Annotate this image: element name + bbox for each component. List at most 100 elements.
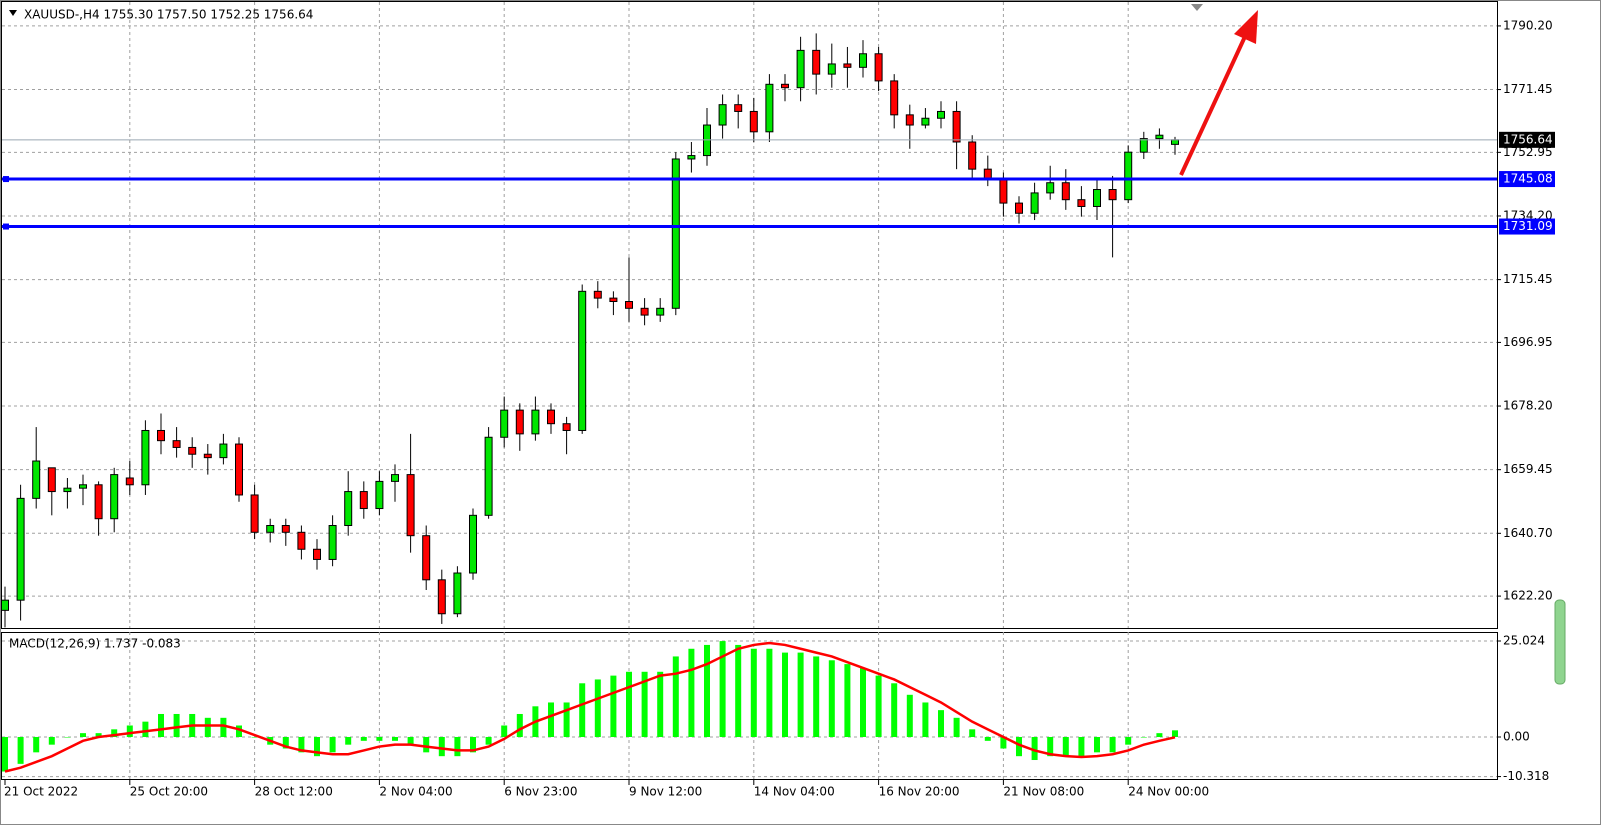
candle-body	[765, 83, 774, 133]
scroll-handle[interactable]	[1554, 599, 1566, 685]
macd-panel	[1, 632, 1498, 780]
macd-bar	[641, 671, 648, 737]
macd-bar	[1172, 730, 1178, 737]
level-handle	[3, 223, 9, 230]
candle-body	[531, 409, 540, 435]
macd-bar	[922, 702, 929, 737]
macd-bar	[516, 713, 523, 737]
y-tick-label: 1771.45	[1503, 82, 1553, 96]
candle-body	[391, 474, 399, 482]
x-tick-label: 16 Nov 20:00	[879, 785, 960, 799]
candle-body	[562, 423, 571, 431]
candle-body	[1093, 189, 1101, 207]
plot-layer: 1790.201771.451752.951734.201715.451696.…	[1, 2, 1555, 799]
macd-bar	[906, 694, 913, 737]
candle-body	[890, 80, 899, 116]
macd-bar	[797, 652, 804, 737]
price-label-box	[1499, 131, 1555, 148]
menu-triangle[interactable]	[9, 10, 17, 16]
macd-bar	[470, 736, 476, 753]
candle-body	[500, 409, 509, 438]
candle-body	[219, 443, 228, 459]
macd-bar	[953, 717, 960, 737]
candle-body	[937, 110, 945, 119]
candle-body	[874, 53, 883, 82]
candle-body	[547, 409, 555, 425]
candle-body	[921, 117, 930, 126]
macd-bar	[126, 725, 133, 737]
macd-bar	[875, 675, 882, 737]
macd-bar	[594, 679, 601, 737]
candle-body	[281, 525, 290, 533]
macd-bar	[735, 644, 742, 737]
x-tick-label: 25 Oct 20:00	[130, 785, 208, 799]
macd-bar	[64, 736, 71, 738]
candle-body	[718, 104, 727, 126]
macd-bar	[626, 671, 632, 737]
candle-body	[687, 155, 696, 160]
macd-bar	[984, 736, 991, 741]
candle-body	[1015, 202, 1023, 214]
x-tick-label: 28 Oct 12:00	[255, 785, 333, 799]
y-tick-label: 1640.70	[1503, 526, 1553, 540]
macd-bar	[173, 713, 180, 737]
y-tick-label: 1790.20	[1503, 18, 1553, 32]
macd-bar	[376, 736, 383, 741]
macd-bar	[1031, 736, 1038, 761]
y-tick-label: 1622.20	[1503, 589, 1553, 603]
y-tick-label: 25.024	[1503, 633, 1545, 647]
candle-body	[1108, 189, 1117, 201]
candle-body	[812, 49, 821, 75]
chart-title: XAUUSD-,H4 1755.30 1757.50 1752.25 1756.…	[24, 8, 313, 22]
candle-body	[47, 467, 56, 493]
price-panel	[1, 1, 1498, 629]
macd-bar	[423, 736, 430, 753]
x-tick-label: 2 Nov 04:00	[379, 785, 452, 799]
macd-bar	[704, 644, 710, 737]
macd-bar	[672, 656, 679, 737]
y-tick-label: 1678.20	[1503, 399, 1553, 413]
candle-body	[453, 572, 462, 615]
x-tick-label: 6 Nov 23:00	[504, 785, 577, 799]
candle-body	[859, 53, 867, 68]
candle-body	[16, 497, 25, 601]
candle-body	[297, 531, 306, 550]
macd-bar	[501, 725, 508, 737]
macd-bar	[1140, 736, 1147, 738]
y-tick-label: 1752.95	[1503, 145, 1553, 159]
candle-body	[141, 429, 150, 486]
y-tick-label: 1696.95	[1503, 335, 1553, 349]
y-tick-label: 0.00	[1503, 729, 1530, 743]
candle-body	[656, 307, 665, 316]
candle-body	[781, 83, 789, 89]
indicator-title: MACD(12,26,9) 1.737 -0.083	[9, 637, 181, 651]
candle-body	[1124, 151, 1133, 201]
candle-body	[593, 290, 602, 299]
macd-bar	[969, 729, 976, 737]
macd-bar	[1109, 736, 1116, 753]
candle-body	[266, 525, 275, 533]
candle-body	[359, 491, 368, 510]
macd-bar	[236, 725, 242, 737]
x-tick-label: 14 Nov 04:00	[754, 785, 835, 799]
shift-marker	[1191, 4, 1203, 11]
candle-body	[313, 548, 321, 560]
candle-body	[1030, 192, 1039, 214]
y-tick-label: 1715.45	[1503, 272, 1553, 286]
macd-bar	[1078, 736, 1085, 757]
candle-body	[484, 436, 493, 516]
candle-body	[578, 290, 587, 431]
macd-bar	[282, 736, 289, 749]
arrow-shaft	[1179, 29, 1250, 176]
candle-body	[1155, 134, 1164, 140]
macd-bar	[345, 736, 352, 745]
candle-body	[749, 110, 758, 133]
macd-bar	[2, 736, 8, 772]
candle-body	[1171, 139, 1179, 145]
candle-body	[157, 429, 165, 442]
candle-body	[125, 477, 134, 486]
macd-bar	[548, 702, 554, 737]
macd-bar	[438, 736, 445, 757]
candle-body	[1077, 199, 1086, 207]
